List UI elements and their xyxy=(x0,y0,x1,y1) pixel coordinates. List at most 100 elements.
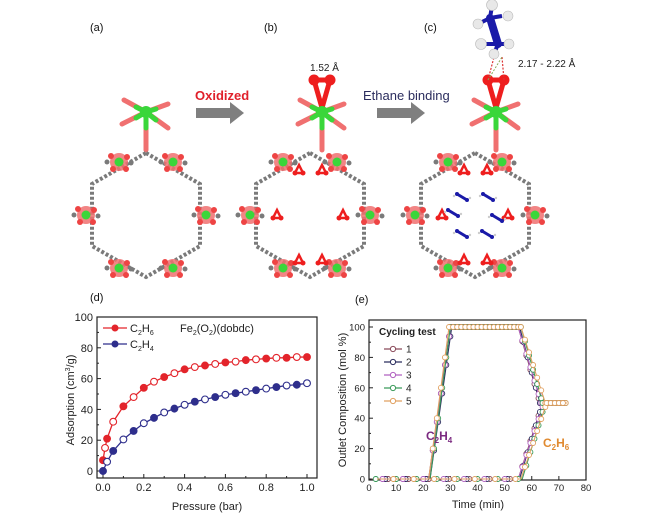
chart-e-xtick-label: 0 xyxy=(366,483,371,494)
data-point-cycle-5 xyxy=(492,476,499,482)
legend-marker-c2h4 xyxy=(111,340,119,348)
data-point-cycle-5 xyxy=(526,349,532,356)
data-point-c2h6 xyxy=(241,356,250,365)
data-point-cycle-5 xyxy=(471,476,478,482)
data-point-cycle-5 xyxy=(538,416,545,422)
data-point-c2h4 xyxy=(211,393,220,402)
data-point-c2h4 xyxy=(190,397,199,406)
data-point-c2h6 xyxy=(282,353,291,362)
legend-label-cycle-1: 1 xyxy=(406,345,412,356)
data-point-c2h4 xyxy=(99,467,107,475)
annotation-c2h6: C2H6 xyxy=(543,436,570,452)
data-point-c2h4 xyxy=(221,390,230,399)
data-point-cycle-5 xyxy=(437,384,444,391)
chart-d-legend: C2H6 C2H4 xyxy=(103,323,154,353)
data-point-c2h6 xyxy=(170,369,179,378)
chart-d-ytick-label: 20 xyxy=(81,435,93,447)
chart-e-ytick-label: 20 xyxy=(354,444,365,455)
data-point-c2h6 xyxy=(272,353,281,362)
framework-c xyxy=(401,153,550,278)
framework-a xyxy=(72,153,221,278)
data-point-c2h4 xyxy=(103,457,112,466)
data-point-c2h6 xyxy=(109,417,118,426)
ethane-molecule xyxy=(472,0,515,60)
chart-d-ylabel: Adsorption (cm3/g) xyxy=(65,355,77,446)
chart-e-ytick-label: 40 xyxy=(354,414,365,425)
chart-e-frame xyxy=(368,319,587,481)
data-point-c2h4 xyxy=(119,435,128,444)
chart-e-cycling: 0 10 20 30 40 50 60 70 80 0 20 40 60 80 100 Cycling te… xyxy=(337,319,592,511)
data-point-cycle-5 xyxy=(429,445,436,452)
chart-d-xtick-label: 0.6 xyxy=(218,482,233,494)
panel-b-label: (b) xyxy=(264,22,278,34)
chart-e-xtick-label: 50 xyxy=(499,483,510,494)
chart-d-xtick-label: 0.8 xyxy=(259,482,274,494)
legend-label-cycle-5: 5 xyxy=(406,397,412,408)
bond-length-b: 1.52 Å xyxy=(310,61,339,74)
data-point-c2h6 xyxy=(211,360,220,368)
chart-e-xtick-label: 10 xyxy=(391,483,402,494)
data-point-c2h4 xyxy=(139,419,148,428)
legend-marker-cycle-5 xyxy=(389,397,397,405)
chart-d-adsorption: 0.0 0.2 0.4 0.6 0.8 1.0 0 20 40 60 80 100 C2H6 C2H4… xyxy=(65,312,318,513)
data-point-cycle-5 xyxy=(526,452,532,458)
panel-c-label: (c) xyxy=(424,22,437,34)
data-point-cycle-5 xyxy=(534,374,541,381)
data-point-cycle-5 xyxy=(512,476,519,482)
data-point-cycle-5 xyxy=(534,428,541,434)
data-point-cycle-5 xyxy=(530,440,537,446)
chart-d-xtick-label: 1.0 xyxy=(299,482,314,494)
fe-site-c xyxy=(472,56,518,150)
legend-label-c2h6: C2H6 xyxy=(130,323,154,337)
legend-marker-cycle-4 xyxy=(389,384,397,392)
chart-e-xlabel: Time (min) xyxy=(452,499,504,511)
panel-e-label: (e) xyxy=(355,294,369,306)
annotation-c2h4: C2H4 xyxy=(426,429,453,445)
fe-site-a xyxy=(122,100,168,150)
data-point-c2h4 xyxy=(272,383,281,392)
legend-label-cycle-2: 2 xyxy=(406,358,412,369)
data-point-c2h4 xyxy=(160,408,169,417)
chart-d-xtick-label: 0.2 xyxy=(136,482,151,494)
panel-a-label: (a) xyxy=(90,22,104,34)
chart-d-title: Fe2(O2)(dobdc) xyxy=(180,323,254,337)
chart-e-ytick-label: 80 xyxy=(354,353,365,364)
data-point-c2h6 xyxy=(303,353,311,361)
data-point-c2h6 xyxy=(129,393,138,402)
fe-site-b xyxy=(298,75,344,151)
data-point-cycle-5 xyxy=(522,464,528,470)
scheme-illustration: Oxidized 1.52 Å Ethane binding 2.17 - 2.… xyxy=(0,0,576,290)
chart-e-xtick-label: 20 xyxy=(418,483,429,494)
data-point-c2h4 xyxy=(129,427,138,435)
legend-label-c2h4: C2H4 xyxy=(130,339,154,353)
chart-d-ytick-label: 0 xyxy=(87,466,93,478)
arrow2-label: Ethane binding xyxy=(363,88,450,103)
chart-d-xtick-label: 0.4 xyxy=(177,482,192,494)
panel-d-label: (d) xyxy=(90,292,104,304)
data-point-c2h4 xyxy=(180,400,189,409)
data-point-c2h6 xyxy=(190,363,199,372)
legend-marker-c2h6 xyxy=(111,324,119,332)
series-line-c2h4 xyxy=(102,382,308,472)
data-point-cycle-5 xyxy=(538,387,545,394)
legend-label-cycle-4: 4 xyxy=(406,384,412,395)
chart-d-frame xyxy=(96,316,318,479)
chart-e-xtick-label: 40 xyxy=(472,483,483,494)
framework-b xyxy=(236,153,385,278)
chart-e-ylabel: Outlet Composition (mol %) xyxy=(337,333,349,468)
chart-e-legend: Cycling test 1 2 3 4 5 xyxy=(379,327,436,408)
data-point-c2h6 xyxy=(262,354,271,363)
chart-e-xtick-label: 60 xyxy=(526,483,537,494)
data-point-c2h4 xyxy=(231,389,240,398)
data-point-c2h6 xyxy=(252,355,260,364)
data-point-c2h6 xyxy=(201,361,209,370)
chart-d-ytick-label: 40 xyxy=(81,404,93,416)
data-point-c2h6 xyxy=(103,434,112,443)
chart-e-xtick-label: 80 xyxy=(581,483,592,494)
chart-d-ytick-label: 60 xyxy=(81,374,93,386)
bond-length-c: 2.17 - 2.22 Å xyxy=(518,57,576,70)
data-point-c2h6 xyxy=(139,383,148,392)
data-point-c2h4 xyxy=(262,384,271,393)
data-point-cycle-5 xyxy=(517,324,524,330)
data-point-c2h4 xyxy=(241,387,250,396)
